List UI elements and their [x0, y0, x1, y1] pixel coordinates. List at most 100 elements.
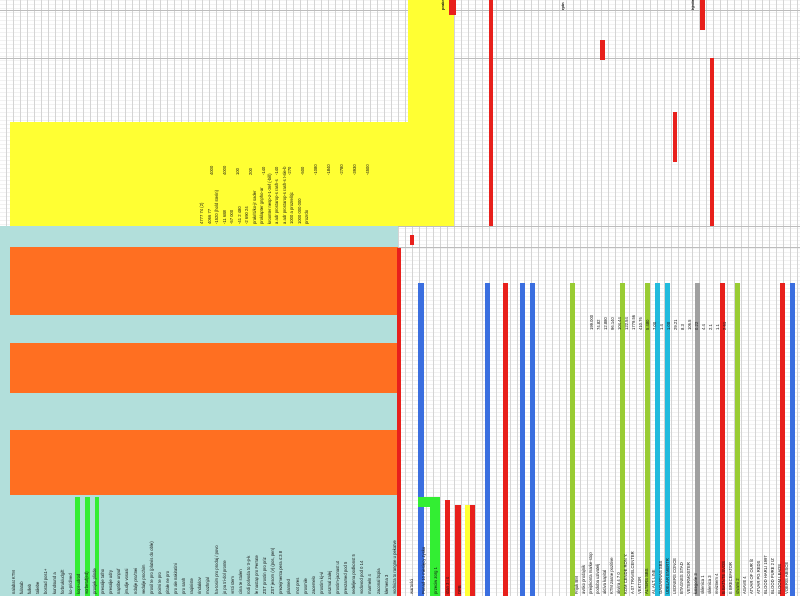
row-label: presalje udry: [108, 570, 114, 594]
row-label: bostad pos1+: [43, 568, 49, 594]
red-cell: [600, 40, 605, 60]
yellow-row-label: 4777 74 (2): [199, 202, 204, 224]
teal-column-bar: [665, 283, 670, 596]
yellow-row-label: -2 690 24: [244, 206, 249, 224]
red-column-bar: [720, 283, 725, 596]
red-cell: [449, 0, 456, 15]
right-value: 2.1: [708, 324, 713, 330]
row-label: vodovod pod 0 14: [359, 560, 365, 594]
yellow-value: -500: [300, 166, 305, 175]
right-value: 106.5: [687, 319, 692, 330]
lime-column-bar: [620, 283, 625, 596]
yellow-row-label: a adr prostarop-s rash-s: [274, 179, 279, 224]
right-row-label: E BRECEFATOR: [728, 562, 733, 594]
row-label: ndalje pro/tnei: [132, 567, 138, 594]
row-label: prostim kj-vi: [318, 571, 324, 594]
yellow-row-label: prakriti/ko-jr sader: [251, 190, 257, 224]
column-header: prakriti: [440, 0, 445, 10]
blue-column-bar: [485, 283, 490, 596]
row-label: prevzamed pod 5: [343, 561, 349, 594]
blue-column-bar: [418, 283, 424, 596]
row-label: oszmal zalej: [326, 570, 332, 594]
yellow-cell-block-top: [408, 0, 454, 226]
yellow-row-label: 4066 77: [206, 208, 212, 224]
right-row-label: LEDNERS CONCE: [672, 557, 677, 594]
row-label: raqiniste: [189, 578, 195, 594]
right-row-label: GAGARNAS SBS: [658, 560, 663, 594]
right-value: 1.00: [666, 321, 671, 330]
yellow-row-label: a adr prostarop-s rash-s t-sle-b: [281, 166, 287, 224]
gray-column-bar: [695, 283, 700, 596]
right-row-label: AGAVE 4: [742, 576, 747, 594]
row-label: prosil te pro (platvis do oble): [148, 541, 154, 594]
right-value: 8.3: [680, 324, 685, 330]
row-label: le nastap pro Ferrate: [254, 555, 259, 594]
yellow-value: -4500: [365, 164, 370, 175]
yellow-value: 200: [248, 168, 253, 175]
row-label: jo pa tri-dol pronte: [221, 560, 227, 594]
red-column-bar: [445, 500, 450, 596]
right-row-label: Frijuk BM: [574, 576, 579, 594]
yellow-value: -2780: [339, 164, 344, 175]
yellow-cell-block: [10, 122, 408, 226]
right-row-label: A 07 TRAVELCENTER: [630, 551, 635, 594]
red-column-bar: [489, 0, 493, 226]
right-value: 199.000: [589, 314, 594, 330]
row-separator: [0, 247, 800, 248]
row-label: zaconal bcpia: [375, 568, 381, 594]
mid-label: wartości: [409, 578, 414, 594]
row-label: fulatab: [19, 581, 25, 594]
blue-column-bar: [790, 283, 795, 596]
teal-column-bar: [655, 283, 660, 596]
row-label: pro ale nakiratini: [173, 563, 178, 594]
row-label: cina te stulen: [237, 569, 243, 594]
red-column-bar: [503, 283, 508, 596]
yellow-value: -1080: [313, 164, 318, 175]
right-row-label: preipkonta marke-stop: [588, 552, 593, 594]
right-row-label: VOERIS ABISCE: [784, 561, 789, 594]
row-label: planned: [286, 579, 292, 594]
mid-label: DPB: [457, 585, 462, 594]
right-row-label: BLOOD HARLI 1997: [763, 555, 768, 594]
right-value: 5.480: [645, 319, 650, 330]
lime-column-bar: [735, 283, 740, 596]
right-row-label: sklenica 3: [707, 575, 712, 594]
right-value: 4.4: [701, 324, 706, 330]
mid-label: stan 3 i 4: [445, 577, 450, 594]
right-value: 96.140: [610, 317, 615, 330]
row-label: vorbetuf(ed): [83, 571, 89, 594]
row-label: naptibe unpuf: [116, 568, 122, 594]
yellow-value: -3930: [352, 164, 357, 175]
right-value: 1.1: [715, 324, 720, 330]
row-label: ko-prid/ved: [67, 573, 73, 594]
row-label: forbruk/udgift: [59, 569, 65, 594]
yellow-value: 100: [235, 168, 240, 175]
row-label: vedalje prochim: [140, 564, 146, 594]
green-column-bar: [75, 497, 80, 596]
row-label: mot pres: [294, 577, 300, 594]
yellow-value: -270: [287, 166, 292, 175]
red-cell: [673, 112, 677, 162]
row-separator: [0, 58, 800, 59]
yellow-row-label: proklapter gnpho-ar: [259, 187, 264, 224]
red-column-bar: [470, 505, 475, 596]
row-label: marmeln 4: [367, 574, 373, 594]
right-value: 74.82: [596, 319, 601, 330]
orange-band-3: [10, 430, 398, 495]
right-value: 2.61: [722, 321, 727, 330]
row-label: zacemelo: [310, 576, 316, 594]
lime-column-bar: [570, 283, 575, 596]
row-label: prosjek plinde: [92, 568, 97, 594]
column-header: rpin: [560, 2, 565, 10]
yellow-row-label: -1520 (hold sterin): [214, 190, 219, 224]
right-row-label: KTM zasne pozitive: [609, 557, 614, 594]
red-column-bar: [780, 283, 785, 596]
yellow-row-label: prozrdo: [304, 209, 309, 224]
row-label: fulleb: [27, 583, 33, 594]
row-label: kundsund a: [51, 572, 57, 594]
right-row-label: podoba uzivatelj: [595, 563, 600, 594]
right-row-label: VETERMOSTER: [686, 562, 691, 594]
yellow-row-label: -57 000: [229, 209, 234, 224]
yellow-row-label: 1000 000 000: [296, 198, 302, 224]
